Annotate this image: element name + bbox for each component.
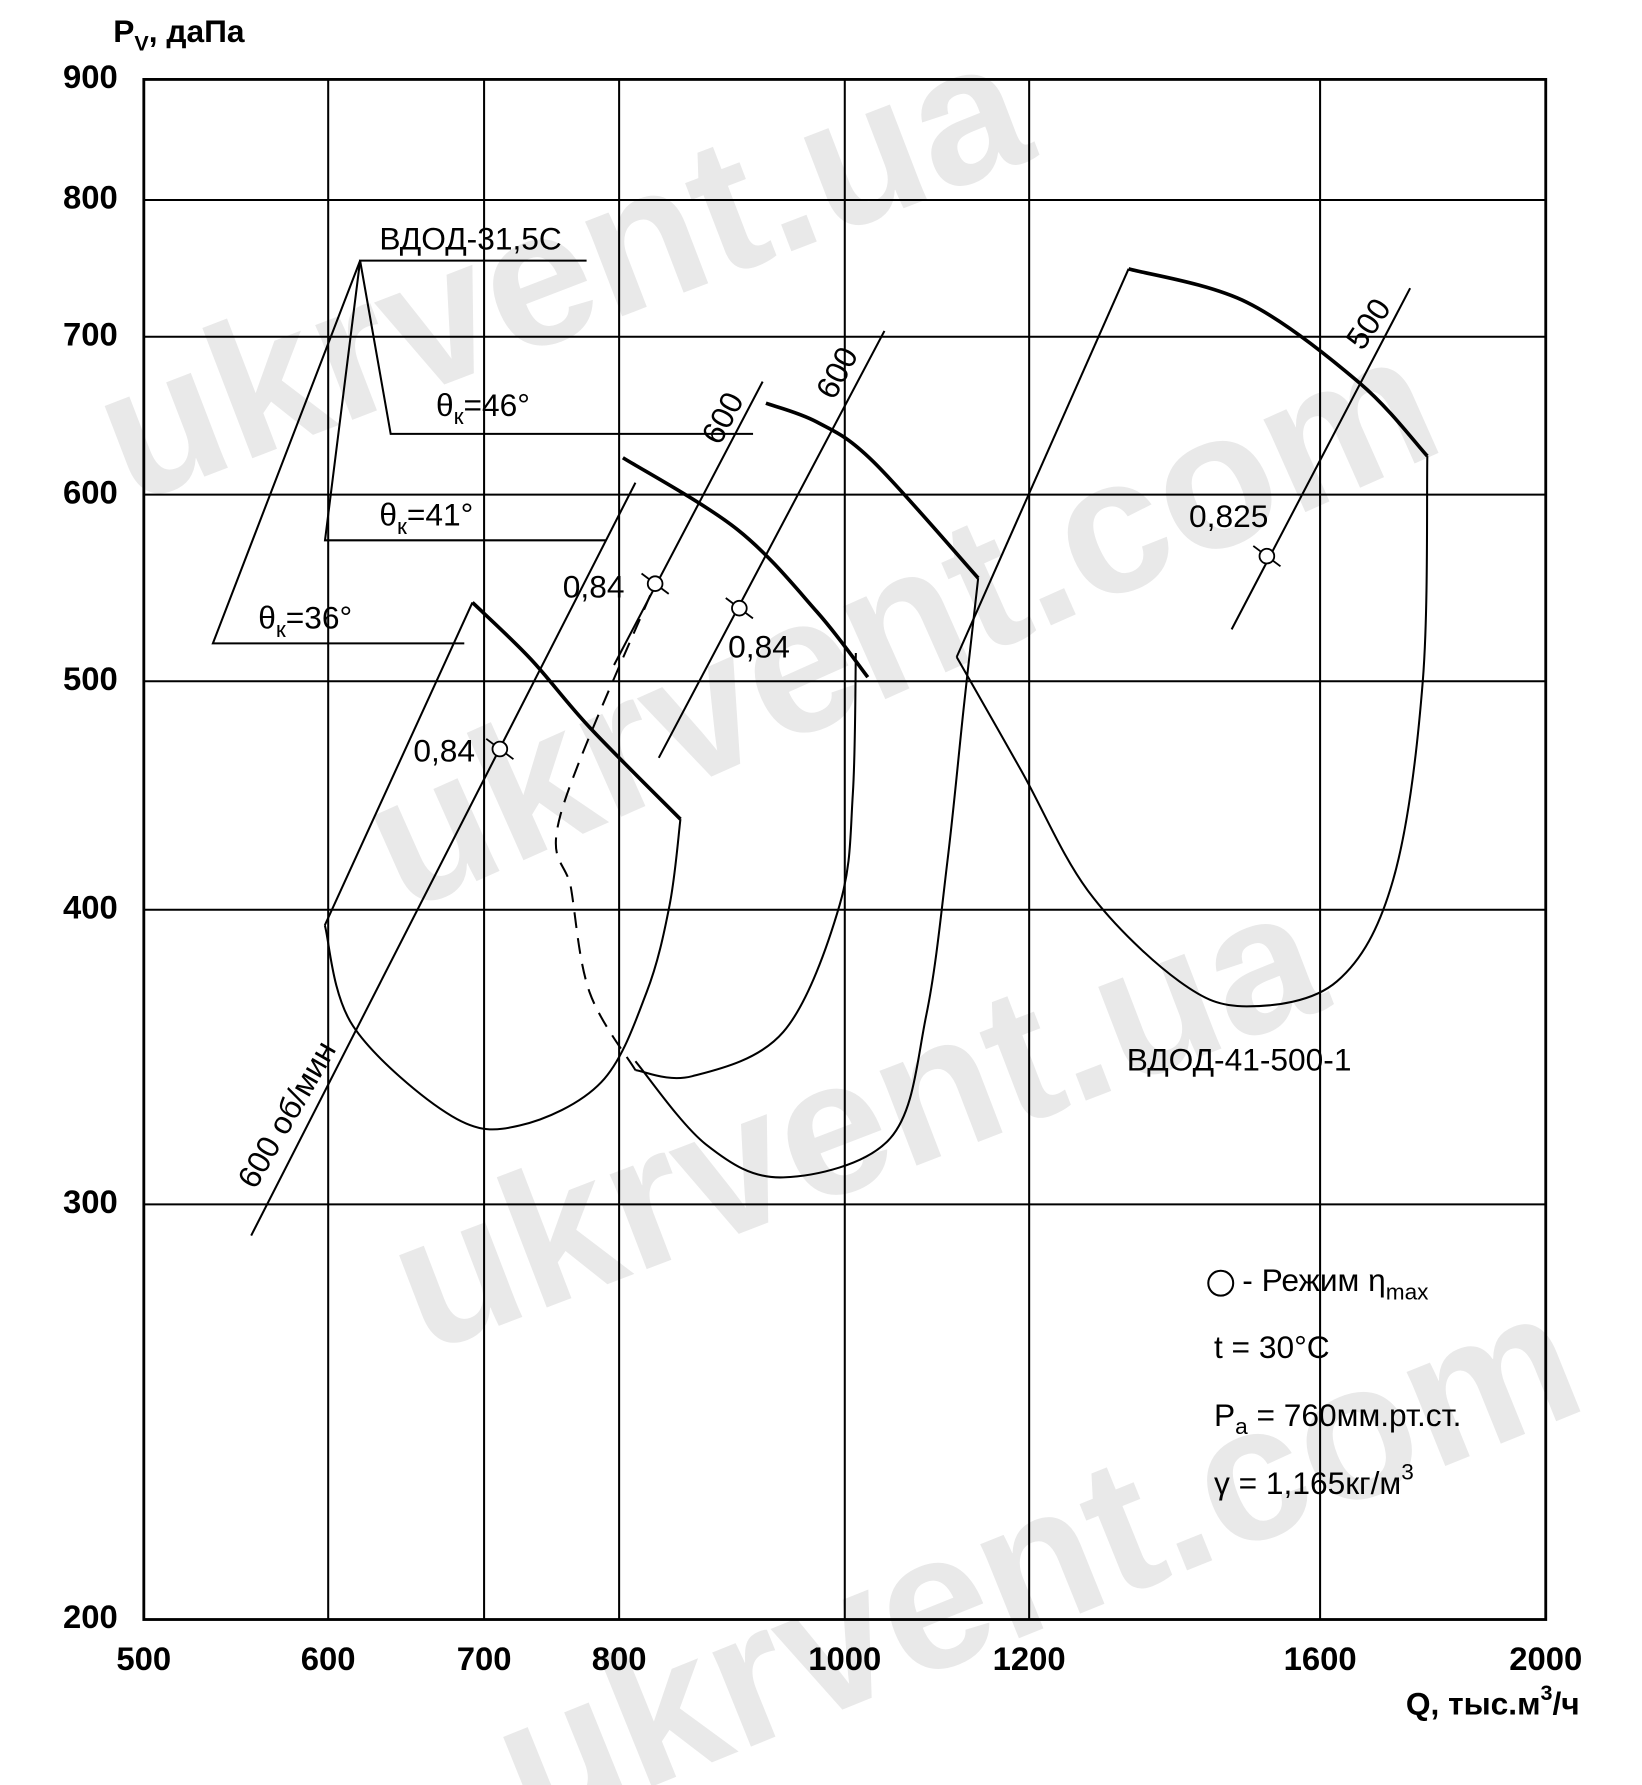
note: t = 30°C — [1214, 1329, 1330, 1365]
note: - Режим ηmax — [1242, 1263, 1429, 1305]
efficiency-marker — [1258, 547, 1276, 565]
y-tick-label: 800 — [63, 179, 118, 216]
plot-area — [250, 267, 1429, 1236]
y-axis-label-part: , даПа — [149, 14, 245, 50]
x-tick-label: 1000 — [808, 1640, 881, 1677]
note-part: t = 30°C — [1214, 1329, 1330, 1365]
note-part: - Режим η — [1242, 1263, 1385, 1299]
y-axis-label-part: P — [113, 14, 134, 50]
note-part: max — [1386, 1279, 1429, 1304]
performance-curve — [955, 268, 1130, 658]
y-tick-label: 900 — [63, 58, 118, 95]
efficiency-marker — [646, 575, 664, 592]
performance-curve — [635, 652, 857, 1080]
efficiency-marker — [491, 740, 509, 758]
performance-curve — [765, 401, 980, 580]
y-tick-label: 400 — [63, 888, 118, 925]
watermark-layer: ukrvent.uaukrvent.comukrvent.uaukrvent.c… — [68, 0, 1607, 1785]
leader-line — [358, 259, 754, 435]
angle-label-part: =41° — [407, 497, 473, 533]
angle-label-part: к — [397, 514, 408, 539]
angle-label-part: θ — [379, 497, 397, 533]
leader-lines — [211, 259, 754, 645]
angle-label-part: =46° — [464, 387, 530, 423]
x-tick-label: 500 — [116, 1640, 171, 1677]
leader-line — [323, 260, 606, 542]
performance-curve — [955, 456, 1429, 1008]
y-tick-label: 600 — [63, 473, 118, 510]
marker-label: 0,825 — [1189, 498, 1268, 534]
fan-label: ВДОД-41-500-1 — [1127, 1042, 1352, 1078]
y-tick-label: 200 — [63, 1598, 118, 1635]
angle-label: θк=41° — [379, 497, 473, 539]
angle-label-part: к — [454, 404, 465, 429]
note-part: 3 — [1401, 1459, 1414, 1484]
speed-label: 600 — [694, 386, 751, 450]
note-part: = 760мм.рт.ст. — [1248, 1397, 1462, 1433]
angle-label: θк=36° — [258, 600, 352, 642]
x-tick-label: 1600 — [1284, 1640, 1357, 1677]
note: Pa = 760мм.рт.ст. — [1214, 1397, 1461, 1439]
marker-label: 0,84 — [728, 628, 790, 664]
angle-label-part: к — [276, 617, 287, 642]
note-part: P — [1214, 1397, 1235, 1433]
performance-curve — [471, 601, 682, 821]
note: γ = 1,165кг/м3 — [1214, 1459, 1414, 1501]
note-part: a — [1235, 1414, 1248, 1439]
x-axis-label-part: 3 — [1541, 1681, 1553, 1705]
x-tick-label: 600 — [301, 1640, 356, 1677]
y-tick-label: 700 — [63, 315, 118, 352]
angle-label-part: θ — [436, 387, 454, 423]
y-axis-label-part: V — [134, 31, 149, 55]
performance-curve — [554, 588, 654, 1071]
speed-line — [250, 482, 637, 1236]
speed-line — [613, 381, 764, 666]
x-axis-label-part: /ч — [1553, 1686, 1580, 1722]
performance-curve — [621, 456, 870, 679]
y-tick-label: 300 — [63, 1183, 118, 1220]
speed-label: 600 об/мин — [230, 1035, 343, 1194]
y-axis-label: PV, даПа — [113, 14, 245, 56]
angle-label-part: =36° — [286, 600, 352, 636]
x-tick-label: 2000 — [1509, 1640, 1582, 1677]
performance-curve — [1128, 267, 1429, 458]
x-axis-label-part: Q, тыс.м — [1406, 1686, 1541, 1722]
angle-label-part: θ — [258, 600, 276, 636]
plot-frame — [142, 78, 1548, 1621]
x-tick-label: 800 — [592, 1640, 647, 1677]
efficiency-marker — [731, 599, 748, 617]
speed-line — [1230, 287, 1412, 630]
leader-line — [211, 260, 465, 645]
speed-label: 600 — [808, 341, 865, 405]
performance-curve — [634, 578, 980, 1179]
watermark: ukrvent.ua — [68, 0, 1056, 543]
watermark: ukrvent.ua — [362, 842, 1350, 1392]
speed-line — [657, 330, 886, 759]
marker-label: 0,84 — [563, 568, 625, 604]
legend-marker — [1207, 1269, 1235, 1297]
x-axis-label: Q, тыс.м3/ч — [1406, 1681, 1580, 1722]
marker-label: 0,84 — [413, 733, 475, 769]
fan-label: ВДОД-31,5С — [379, 221, 561, 257]
performance-curve — [323, 602, 474, 926]
x-tick-label: 700 — [457, 1640, 512, 1677]
y-tick-label: 500 — [63, 660, 118, 697]
angle-label: θк=46° — [436, 387, 530, 429]
x-tick-label: 1200 — [993, 1640, 1066, 1677]
note-part: γ = 1,165кг/м — [1214, 1465, 1401, 1501]
